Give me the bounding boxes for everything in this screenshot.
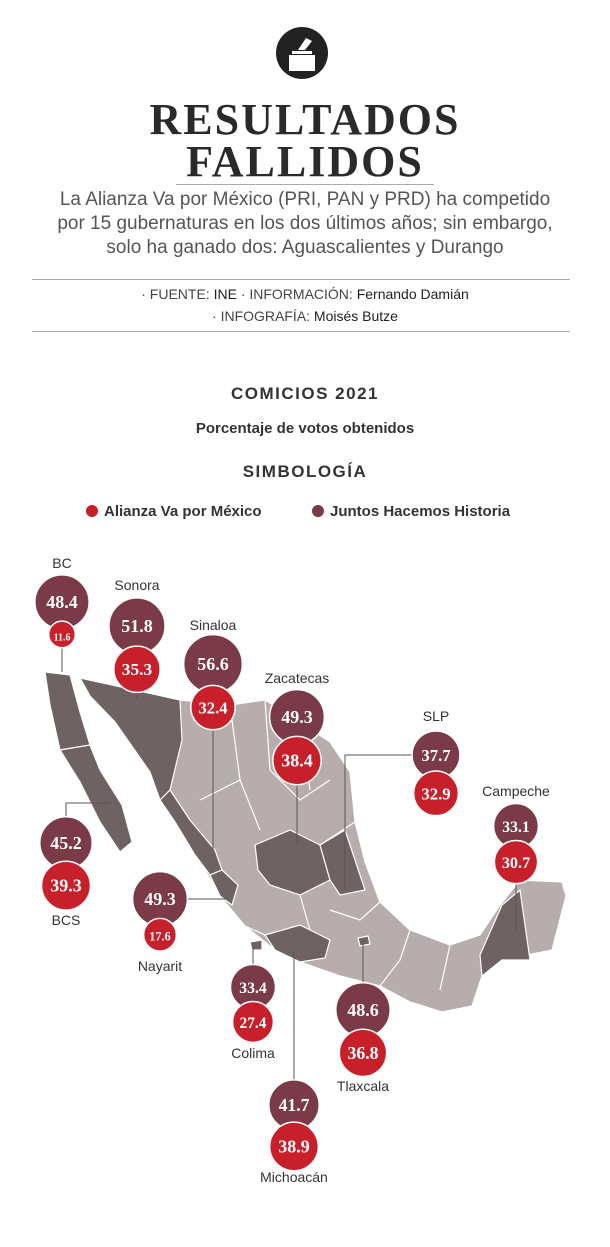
tlaxcala bbox=[357, 935, 371, 947]
state-name: Nayarit bbox=[138, 958, 182, 974]
juntos-value: 37.7 bbox=[421, 746, 450, 765]
icon bbox=[276, 27, 328, 79]
credit-label: · FUENTE: bbox=[141, 286, 210, 302]
legend-title: SIMBOLOGÍA bbox=[242, 462, 368, 481]
alianza-value: 11.6 bbox=[54, 632, 71, 643]
state-name: Michoacán bbox=[260, 1169, 328, 1185]
baja-california-sur bbox=[59, 744, 133, 853]
legend-swatch bbox=[86, 505, 98, 517]
alianza-value: 32.4 bbox=[198, 699, 227, 718]
state-name: Sonora bbox=[114, 577, 159, 593]
alianza-bubble bbox=[47, 620, 77, 649]
state-name: BCS bbox=[52, 912, 81, 928]
alianza-bubble bbox=[493, 839, 539, 885]
state-name: Colima bbox=[231, 1045, 275, 1061]
alianza-bubble bbox=[272, 735, 322, 786]
credit-label: · INFOGRAFÍA: bbox=[212, 308, 311, 324]
colima bbox=[249, 939, 263, 951]
alianza-bubble bbox=[142, 917, 178, 952]
title-line: RESULTADOS bbox=[149, 95, 461, 144]
alianza-value: 36.8 bbox=[347, 1043, 378, 1063]
credit-value: Moisés Butze bbox=[313, 308, 398, 324]
alianza-bubble bbox=[40, 860, 92, 911]
nayarit bbox=[209, 869, 239, 906]
juntos-value: 49.3 bbox=[281, 707, 313, 727]
alianza-bubble bbox=[268, 1121, 320, 1172]
juntos-value: 51.8 bbox=[121, 616, 153, 636]
state-name: Sinaloa bbox=[190, 617, 237, 633]
alianza-bubble bbox=[231, 1000, 275, 1044]
campeche bbox=[479, 888, 531, 978]
leader-line bbox=[344, 754, 413, 890]
juntos-value: 33.1 bbox=[502, 819, 530, 836]
credit-label: · INFORMACIÓN: bbox=[240, 286, 353, 302]
legend-label: Alianza Va por México bbox=[104, 503, 262, 520]
alianza-value: 38.4 bbox=[281, 751, 313, 771]
juntos-value: 33.4 bbox=[239, 980, 267, 997]
mexico-map bbox=[44, 671, 567, 1013]
state-name: Tlaxcala bbox=[337, 1078, 389, 1094]
subtitle: La Alianza Va por México (PRI, PAN y PRD… bbox=[57, 189, 553, 258]
alianza-value: 30.7 bbox=[502, 854, 530, 872]
juntos-value: 48.6 bbox=[347, 1000, 379, 1020]
leader-line bbox=[65, 802, 110, 817]
alianza-bubble bbox=[190, 684, 236, 731]
juntos-value: 48.4 bbox=[46, 592, 78, 612]
alianza-value: 38.9 bbox=[278, 1137, 310, 1157]
juntos-value: 49.3 bbox=[144, 889, 176, 909]
alianza-value: 17.6 bbox=[149, 930, 170, 944]
bubbles: 48.4 11.6 BC 51.8 35.3 Sonora 56.6 32.4 Sinaloa 4… bbox=[34, 555, 550, 1185]
alianza-value: 27.4 bbox=[240, 1015, 267, 1032]
zacatecas bbox=[254, 829, 331, 896]
rule bbox=[32, 279, 570, 280]
title-line: FALLIDOS bbox=[186, 137, 424, 186]
rule bbox=[32, 331, 570, 332]
credit-value: Fernando Damián bbox=[356, 286, 469, 302]
juntos-value: 56.6 bbox=[197, 654, 229, 674]
alianza-value: 35.3 bbox=[122, 660, 153, 679]
legend-swatch bbox=[312, 505, 324, 517]
section-subtitle: Porcentaje de votos obtenidos bbox=[195, 420, 415, 437]
state-name: BC bbox=[52, 555, 71, 571]
juntos-value: 45.2 bbox=[50, 833, 82, 853]
legend-label: Juntos Hacemos Historia bbox=[330, 503, 511, 520]
alianza-value: 39.3 bbox=[50, 876, 82, 896]
alianza-bubble bbox=[113, 645, 161, 694]
state-name: Zacatecas bbox=[265, 670, 330, 686]
state-name: SLP bbox=[423, 708, 449, 724]
credit-value: INE bbox=[213, 286, 237, 302]
alianza-bubble bbox=[338, 1028, 388, 1078]
state-name: Campeche bbox=[482, 783, 550, 799]
credit-line: · INFOGRAFÍA: Moisés Butze bbox=[0, 305, 610, 327]
section-title: COMICIOS 2021 bbox=[231, 384, 379, 403]
legend-item: Alianza Va por México bbox=[86, 503, 262, 520]
alianza-bubble bbox=[412, 770, 460, 817]
alianza-value: 32.9 bbox=[421, 784, 450, 803]
rule bbox=[176, 184, 434, 185]
juntos-value: 41.7 bbox=[279, 1095, 310, 1115]
legend-item: Juntos Hacemos Historia bbox=[312, 503, 510, 520]
michoacan bbox=[264, 924, 331, 963]
credit-line: · FUENTE: INE · INFORMACIÓN: Fernando Da… bbox=[0, 283, 610, 305]
